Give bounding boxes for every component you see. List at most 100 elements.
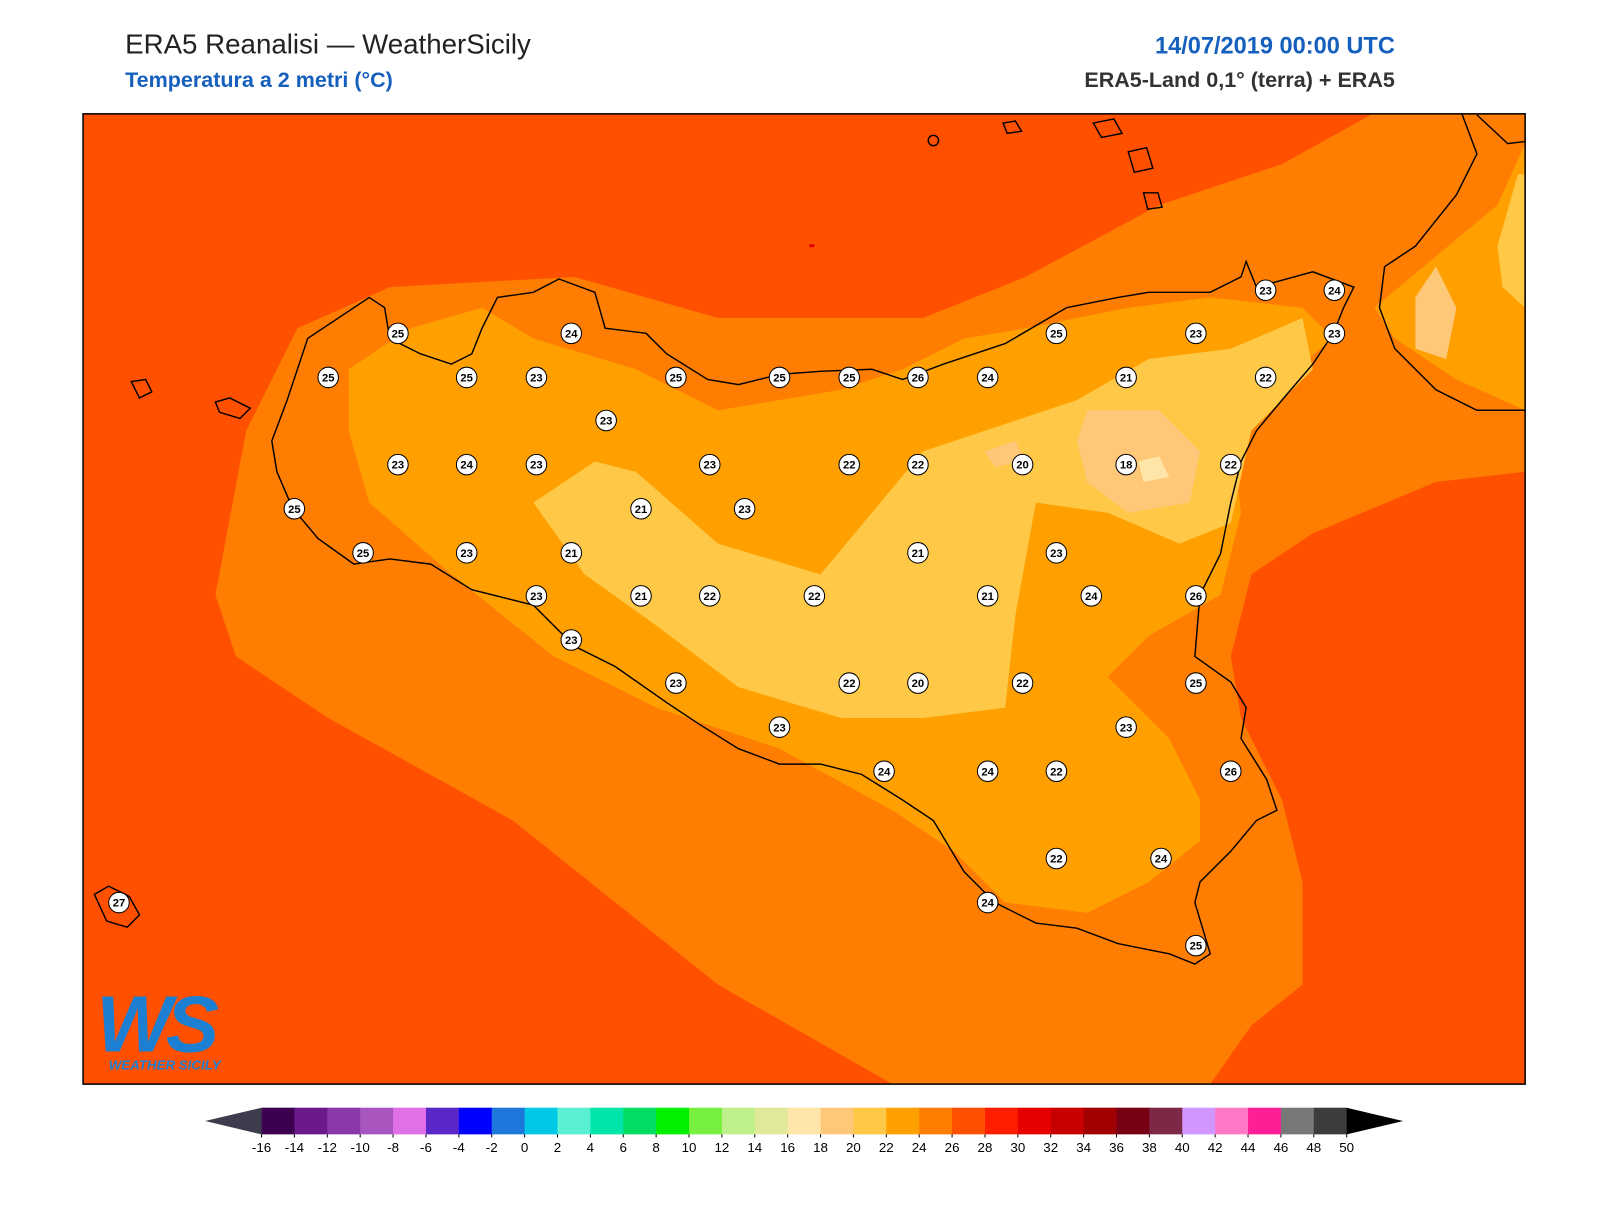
- station-value: 25: [322, 373, 335, 385]
- colorbar-segment: [689, 1107, 723, 1135]
- station-marker: [1045, 760, 1068, 783]
- contour-band: [1138, 456, 1170, 483]
- station-marker: [108, 891, 130, 914]
- station-value: 23: [1120, 722, 1133, 734]
- colorbar-segment: [984, 1107, 1019, 1135]
- station-marker: [1323, 279, 1346, 302]
- colorbar-tick-label: 48: [1306, 1140, 1321, 1155]
- colorbar-tick-label: -12: [318, 1140, 337, 1155]
- station-marker: [1323, 322, 1346, 345]
- colorbar-segment: [360, 1107, 394, 1135]
- colorbar-segment: [261, 1107, 295, 1135]
- colorbar-tick-label: 14: [747, 1140, 762, 1155]
- station-value: 22: [843, 678, 856, 690]
- colorbar-segment: [656, 1107, 690, 1135]
- colorbar-segment: [294, 1107, 328, 1135]
- station-value: 23: [1328, 328, 1341, 340]
- station-marker: [838, 453, 860, 476]
- colorbar-segment: [952, 1107, 986, 1135]
- colorbar-segment: [886, 1107, 920, 1135]
- station-marker: [1150, 847, 1172, 870]
- colorbar-tick-label: 12: [714, 1140, 729, 1155]
- colorbar-tick-label: 28: [978, 1140, 993, 1155]
- station-marker: [803, 585, 826, 607]
- station-value: 23: [392, 460, 405, 472]
- station-value: 21: [635, 591, 648, 603]
- contour-band: [1497, 174, 1526, 308]
- station-value: 25: [773, 373, 786, 385]
- station-value: 23: [1050, 548, 1063, 560]
- station-value: 23: [1259, 285, 1272, 297]
- station-marker: [838, 672, 860, 694]
- station-marker: [1185, 672, 1207, 694]
- station-marker: [630, 497, 652, 520]
- station-marker: [976, 585, 999, 607]
- colorbar-segment: [425, 1107, 460, 1135]
- station-value: 25: [1190, 678, 1203, 690]
- station-value: 22: [808, 591, 821, 603]
- logo-mark: WS: [96, 979, 218, 1068]
- station-value: 24: [460, 460, 473, 472]
- colorbar-tick-label: 16: [780, 1140, 795, 1155]
- temperature-field: [83, 113, 1526, 1085]
- station-marker: [733, 497, 756, 520]
- colorbar-tick-label: -6: [420, 1140, 432, 1155]
- station-marker: [838, 366, 860, 389]
- station-value: 21: [912, 548, 925, 560]
- colorbar-tick-label: 8: [652, 1140, 659, 1155]
- station-value: 24: [981, 373, 994, 385]
- station-marker: [455, 453, 478, 476]
- colorbar-tick-label: 32: [1043, 1140, 1058, 1155]
- colorbar-segment: [1017, 1107, 1052, 1135]
- station-value: 23: [773, 722, 786, 734]
- colorbar-tick-label: 46: [1273, 1140, 1288, 1155]
- title: ERA5 Reanalisi — WeatherSicily: [125, 28, 531, 59]
- station-marker: [665, 366, 687, 389]
- colorbar-tick-label: -2: [486, 1140, 498, 1155]
- colorbar-tick-label: 10: [682, 1140, 697, 1155]
- station-marker: [352, 542, 374, 564]
- station-value: 23: [670, 678, 683, 690]
- colorbar-tick-label: 4: [587, 1140, 595, 1155]
- colorbar-tick-label: 2: [554, 1140, 561, 1155]
- colorbar-tick-label: 38: [1142, 1140, 1157, 1155]
- station-value: 25: [1050, 328, 1063, 340]
- colorbar-tick-label: 24: [912, 1140, 927, 1155]
- station-value: 25: [843, 373, 856, 385]
- colorbar-tick-label: -16: [252, 1140, 271, 1155]
- station-value: 23: [600, 416, 613, 428]
- station-marker: [283, 497, 306, 520]
- colorbar-segment: [754, 1107, 789, 1135]
- station-marker: [698, 585, 721, 607]
- station-value: 23: [530, 373, 543, 385]
- station-value: 25: [392, 328, 405, 340]
- station-marker: [907, 366, 929, 389]
- colorbar-tick-label: -14: [285, 1140, 305, 1155]
- station-value: 23: [530, 460, 543, 472]
- station-value: 21: [1120, 373, 1133, 385]
- station-marker: [1185, 322, 1207, 345]
- station-value: 22: [1016, 678, 1029, 690]
- station-value: 25: [670, 373, 683, 385]
- station-value: 24: [1085, 591, 1098, 603]
- colorbar-tick-label: 34: [1076, 1140, 1091, 1155]
- colorbar-segment: [1280, 1107, 1315, 1135]
- station-value: 25: [460, 373, 473, 385]
- colorbar-segment: [1050, 1107, 1085, 1135]
- station-marker: [976, 891, 999, 914]
- station-marker: [525, 453, 548, 476]
- station-value: 24: [1328, 285, 1341, 297]
- datetime: 14/07/2019 00:00 UTC: [1155, 32, 1395, 58]
- colorbar-tick-label: -10: [351, 1140, 370, 1155]
- logo-name: WEATHER SICILY: [109, 1058, 222, 1073]
- colorbar-segment: [393, 1107, 427, 1135]
- station-value: 26: [1190, 591, 1203, 603]
- colorbar-segment: [491, 1107, 526, 1135]
- colorbar-tick-label: 26: [945, 1140, 960, 1155]
- station-marker: [768, 716, 791, 738]
- station-marker: [455, 366, 478, 389]
- station-marker: [317, 366, 339, 389]
- station-value: 25: [288, 504, 301, 516]
- colorbar-tick-label: -8: [387, 1140, 399, 1155]
- station-value: 21: [635, 504, 648, 516]
